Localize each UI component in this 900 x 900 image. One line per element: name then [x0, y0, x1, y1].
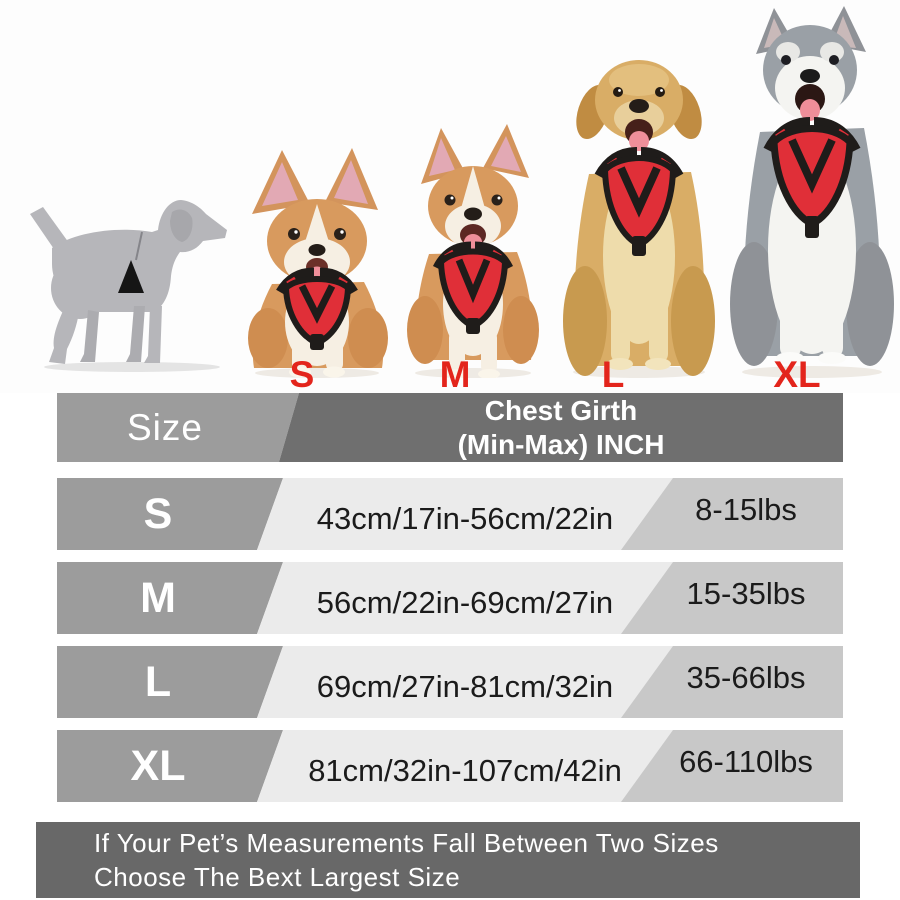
- red-harness: [594, 147, 684, 256]
- row-weight-text: 66-110lbs: [679, 744, 813, 779]
- measuring-dog-silhouette-icon: [30, 200, 227, 372]
- table-row-l: L 69cm/27in-81cm/32in 35-66lbs: [57, 646, 843, 718]
- row-size-text: XL: [130, 741, 186, 790]
- row-weight-text: 8-15lbs: [695, 492, 797, 527]
- row-size-text: M: [140, 573, 176, 622]
- golden-retriever-photo: [563, 60, 715, 378]
- row-size-cell: S: [57, 478, 283, 550]
- row-size-cell: M: [57, 562, 283, 634]
- row-chest-cell: 81cm/32in-107cm/42in: [257, 730, 673, 802]
- size-label-s: S: [289, 354, 315, 395]
- header-chest-line2: (Min-Max) INCH: [457, 428, 665, 460]
- size-label-xl: XL: [773, 354, 821, 395]
- row-chest-cell: 69cm/27in-81cm/32in: [257, 646, 673, 718]
- header-chest-girth-cell: Chest Girth (Min-Max) INCH: [279, 393, 843, 462]
- row-weight-cell: 35-66lbs: [621, 646, 843, 718]
- row-size-text: S: [143, 489, 173, 538]
- row-chest-text: 56cm/22in-69cm/27in: [316, 585, 614, 620]
- husky-photo: [730, 6, 894, 378]
- table-header-row: Size Chest Girth (Min-Max) INCH: [57, 393, 843, 462]
- header-size-label: Size: [127, 406, 203, 448]
- sizing-note-banner: If Your Pet’s Measurements Fall Between …: [36, 822, 860, 898]
- row-chest-text: 43cm/17in-56cm/22in: [316, 501, 614, 536]
- row-size-cell: XL: [57, 730, 283, 802]
- sizing-note-line1: If Your Pet’s Measurements Fall Between …: [94, 827, 719, 858]
- header-size-cell: Size: [57, 393, 299, 462]
- red-harness: [432, 241, 514, 334]
- table-row-s: S 43cm/17in-56cm/22in 8-15lbs: [57, 478, 843, 550]
- size-label-l: L: [601, 354, 625, 395]
- row-chest-cell: 56cm/22in-69cm/27in: [257, 562, 673, 634]
- red-harness: [276, 267, 358, 350]
- table-row-xl: XL 81cm/32in-107cm/42in 66-110lbs: [57, 730, 843, 802]
- size-label-m: M: [439, 354, 471, 395]
- red-harness: [763, 117, 861, 238]
- product-photo-area: S M L XL: [0, 0, 900, 393]
- corgi-puppy-photo: [248, 148, 388, 378]
- row-chest-text: 81cm/32in-107cm/42in: [308, 753, 622, 788]
- row-weight-text: 35-66lbs: [686, 660, 806, 695]
- corgi-photo: [407, 124, 539, 378]
- row-chest-cell: 43cm/17in-56cm/22in: [257, 478, 673, 550]
- row-size-text: L: [144, 657, 172, 706]
- row-size-cell: L: [57, 646, 283, 718]
- row-weight-text: 15-35lbs: [686, 576, 806, 611]
- table-row-m: M 56cm/22in-69cm/27in 15-35lbs: [57, 562, 843, 634]
- header-chest-line1: Chest Girth: [484, 395, 638, 427]
- row-chest-text: 69cm/27in-81cm/32in: [316, 669, 614, 704]
- sizing-note-line2: Choose The Bext Largest Size: [94, 862, 461, 892]
